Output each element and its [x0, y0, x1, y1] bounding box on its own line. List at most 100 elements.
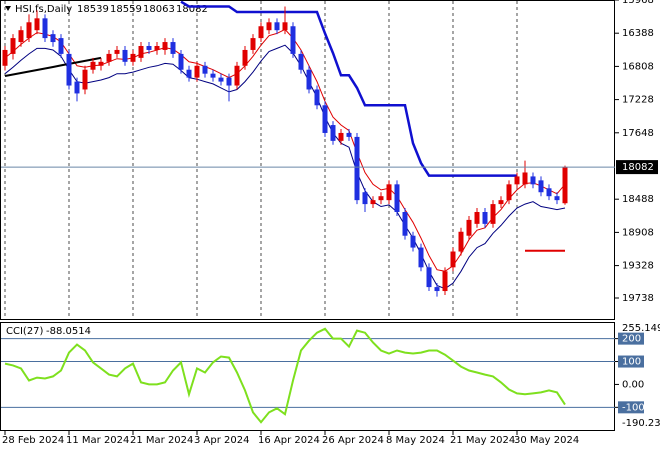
candle-body	[410, 235, 416, 248]
y-tick-label: 16388	[622, 28, 654, 39]
candle-body	[538, 180, 544, 193]
y-tick-label: 18488	[622, 194, 654, 205]
candle-body	[442, 271, 448, 292]
candle-body	[234, 65, 240, 86]
header-open: 18539	[77, 4, 109, 15]
candle-body	[66, 53, 72, 86]
candle-body	[314, 89, 320, 106]
x-tick-label: 8 May 2024	[386, 435, 445, 446]
candle-body	[474, 212, 480, 224]
indicator-line	[4, 56, 102, 77]
candle-body	[434, 287, 440, 292]
candle-body	[458, 231, 464, 252]
candle-body	[298, 53, 304, 70]
candle-body	[386, 184, 392, 201]
candle-body	[18, 30, 24, 43]
candle-body	[178, 53, 184, 70]
y-tick-label: 100	[622, 357, 641, 368]
candle-body	[250, 38, 256, 50]
candle-body	[554, 196, 560, 201]
cci-title: CCI(27)	[6, 326, 44, 337]
y-tick-label-bg	[618, 355, 644, 368]
header-high: 18559	[110, 4, 142, 15]
candle-body	[106, 53, 112, 62]
candle-body	[282, 22, 288, 31]
candle-body	[90, 61, 96, 70]
candle-body	[330, 125, 336, 141]
candle-body	[498, 200, 504, 205]
candle-body	[322, 105, 328, 133]
candle-body	[74, 81, 80, 94]
candle-body	[82, 69, 88, 90]
y-tick-label-bg	[618, 401, 644, 414]
cci-panel	[0, 322, 615, 431]
candle-body	[418, 247, 424, 268]
y-tick-label: -100	[622, 402, 645, 413]
price-label: 18082	[622, 162, 654, 173]
candle-body	[186, 69, 192, 78]
y-lim-label: -190.2381	[622, 418, 660, 429]
candle-body	[258, 26, 264, 39]
candle-body	[226, 77, 232, 86]
x-tick-label: 11 Mar 2024	[66, 435, 129, 446]
candle-body	[402, 212, 408, 236]
candle-body	[202, 65, 208, 74]
candle-body	[530, 176, 536, 185]
candle-body	[34, 18, 40, 31]
candle-body	[394, 184, 400, 212]
cci-current: -88.0514	[46, 326, 91, 337]
candle-body	[266, 22, 272, 31]
y-tick-label: 15968	[622, 0, 654, 6]
candle-body	[514, 176, 520, 185]
candle-body	[122, 49, 128, 62]
candle-body	[10, 38, 16, 54]
x-tick-label: 3 Apr 2024	[194, 435, 249, 446]
candle-body	[50, 34, 56, 43]
candle-body	[138, 46, 144, 58]
cci-line	[4, 327, 566, 424]
candle-body	[306, 69, 312, 90]
candle-body	[58, 38, 64, 54]
candle-body	[26, 22, 32, 39]
header-close: 18082	[176, 4, 208, 15]
y-lim-label: 255.1494	[622, 323, 660, 334]
y-tick-label: 0.00	[622, 379, 644, 390]
candle-body	[170, 42, 176, 54]
candle-body	[482, 212, 488, 224]
y-tick-label: 19738	[622, 293, 654, 304]
main-panel	[0, 0, 615, 320]
y-tick-label: 17228	[622, 95, 654, 106]
candle-body	[218, 77, 224, 82]
symbol-icon	[5, 6, 11, 11]
candle-body	[98, 61, 104, 66]
candle-body	[114, 49, 120, 54]
y-tick-label-bg	[618, 332, 644, 345]
candle-body	[466, 219, 472, 236]
candle-body	[506, 184, 512, 201]
y-tick-label: 16808	[622, 61, 654, 72]
candle-body	[378, 196, 384, 201]
x-tick-label: 30 May 2024	[514, 435, 579, 446]
x-tick-label: 16 Apr 2024	[258, 435, 320, 446]
y-tick-label: 200	[622, 334, 641, 345]
candle-body	[522, 172, 528, 185]
candle-body	[354, 136, 360, 201]
candle-body	[194, 65, 200, 78]
candle-body	[42, 18, 48, 39]
candle-body	[130, 53, 136, 62]
x-tick-label: 28 Feb 2024	[2, 435, 64, 446]
candle-body	[562, 167, 568, 204]
y-tick-label: 17648	[622, 128, 654, 139]
candle-body	[426, 267, 432, 288]
symbol: HSI,fs,Daily	[15, 4, 72, 15]
candle-body	[290, 26, 296, 54]
indicator-line	[4, 44, 566, 290]
x-tick-label: 26 Apr 2024	[322, 435, 384, 446]
candle-body	[242, 49, 248, 66]
candle-body	[274, 22, 280, 31]
candle-body	[210, 73, 216, 78]
candle-body	[162, 42, 168, 50]
candle-body	[490, 204, 496, 224]
candle-body	[2, 49, 8, 66]
